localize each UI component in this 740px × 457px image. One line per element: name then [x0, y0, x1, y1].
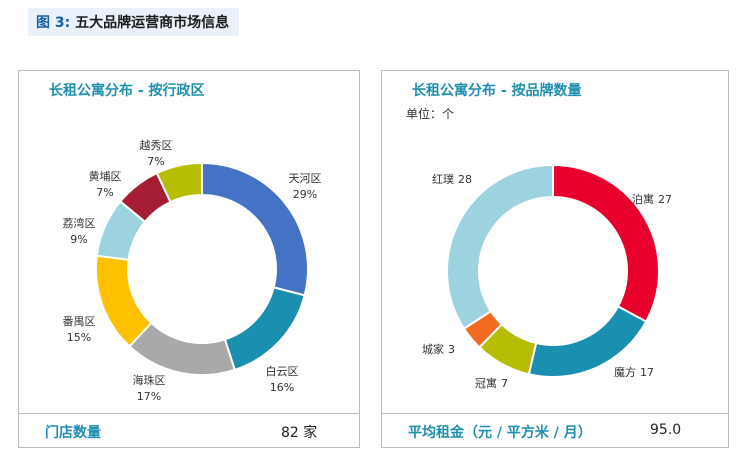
slice-name-1-2: 冠寓 — [475, 376, 497, 390]
slice-num-1-2: 7 — [501, 377, 508, 390]
slice-0-6 — [155, 161, 203, 204]
store-count-footer: 门店数量 82 家 — [19, 413, 359, 447]
district-donut-chart: 天河区 29% 白云区 16% 海珠区 17% 番禺区 15% 荔湾区 9% 黄埔区 7% 越秀区 7% — [63, 138, 322, 403]
figure-title-text: 五大品牌运营商市场信息 — [75, 15, 230, 31]
slice-0-3 — [95, 254, 153, 348]
slice-label-0-1: 白云区 — [266, 364, 299, 378]
slice-label-0-4: 荔湾区 — [63, 216, 96, 230]
slice-label-0-0: 天河区 — [289, 172, 322, 185]
slice-label-0-5: 黄埔区 — [89, 169, 122, 183]
slice-label-1-4: 红璞 28 — [432, 173, 472, 186]
slice-value-0-1: 16% — [270, 381, 294, 394]
avg-rent-footer: 平均租金（元 / 平方米 / 月） 95.0 — [382, 413, 728, 447]
avg-rent-label: 平均租金（元 / 平方米 / 月） — [408, 425, 592, 441]
slice-value-0-3: 15% — [67, 331, 91, 344]
slice-label-1-3: 城家 3 — [422, 342, 455, 356]
slice-num-1-3: 3 — [448, 343, 455, 356]
slice-num-1-0: 27 — [658, 193, 672, 206]
brand-chart-unit: 单位：个 — [406, 107, 455, 121]
district-panel: 长租公寓分布 - 按行政区 天河区 29% 白云区 16% 海珠区 17% 番禺区 15% 荔湾… — [18, 70, 360, 448]
figure-title: 图 3: 五大品牌运营商市场信息 — [28, 8, 240, 36]
slice-label-1-2: 冠寓 7 — [475, 376, 508, 390]
slice-label-0-6: 越秀区 — [140, 138, 173, 152]
slice-name-1-3: 城家 — [422, 342, 444, 356]
slice-0-1 — [223, 286, 306, 372]
slice-name-1-0: 泊寓 — [632, 192, 654, 206]
brand-panel: 长租公寓分布 - 按品牌数量 单位：个 泊寓 27 魔方 17 冠寓 7 城家 3 红璞 28 平… — [381, 70, 729, 448]
slice-name-1-4: 红璞 — [432, 173, 454, 186]
avg-rent-value: 95.0 — [650, 422, 682, 438]
slice-value-0-4: 9% — [70, 233, 87, 246]
brand-chart-title: 长租公寓分布 - 按品牌数量 — [412, 83, 582, 99]
slice-value-0-6: 7% — [147, 155, 164, 168]
slice-value-0-5: 7% — [96, 186, 113, 199]
slice-num-1-1: 17 — [640, 366, 654, 379]
brand-donut-chart: 泊寓 27 魔方 17 冠寓 7 城家 3 红璞 28 — [422, 163, 672, 390]
slice-label-0-2: 海珠区 — [133, 373, 166, 387]
slice-label-1-1: 魔方 17 — [614, 365, 654, 379]
slice-name-1-1: 魔方 — [614, 365, 636, 379]
slice-1-4 — [446, 163, 554, 331]
slice-value-0-0: 29% — [293, 188, 317, 201]
slice-num-1-4: 28 — [458, 173, 472, 186]
slice-1-0 — [552, 163, 660, 323]
figure-number: 图 3: — [36, 15, 71, 31]
store-count-value: 82 家 — [281, 425, 318, 441]
slice-label-0-3: 番禺区 — [63, 315, 96, 328]
store-count-label: 门店数量 — [45, 425, 101, 441]
slice-label-1-0: 泊寓 27 — [632, 192, 672, 206]
district-chart-title: 长租公寓分布 - 按行政区 — [49, 83, 205, 99]
slice-value-0-2: 17% — [137, 390, 161, 403]
